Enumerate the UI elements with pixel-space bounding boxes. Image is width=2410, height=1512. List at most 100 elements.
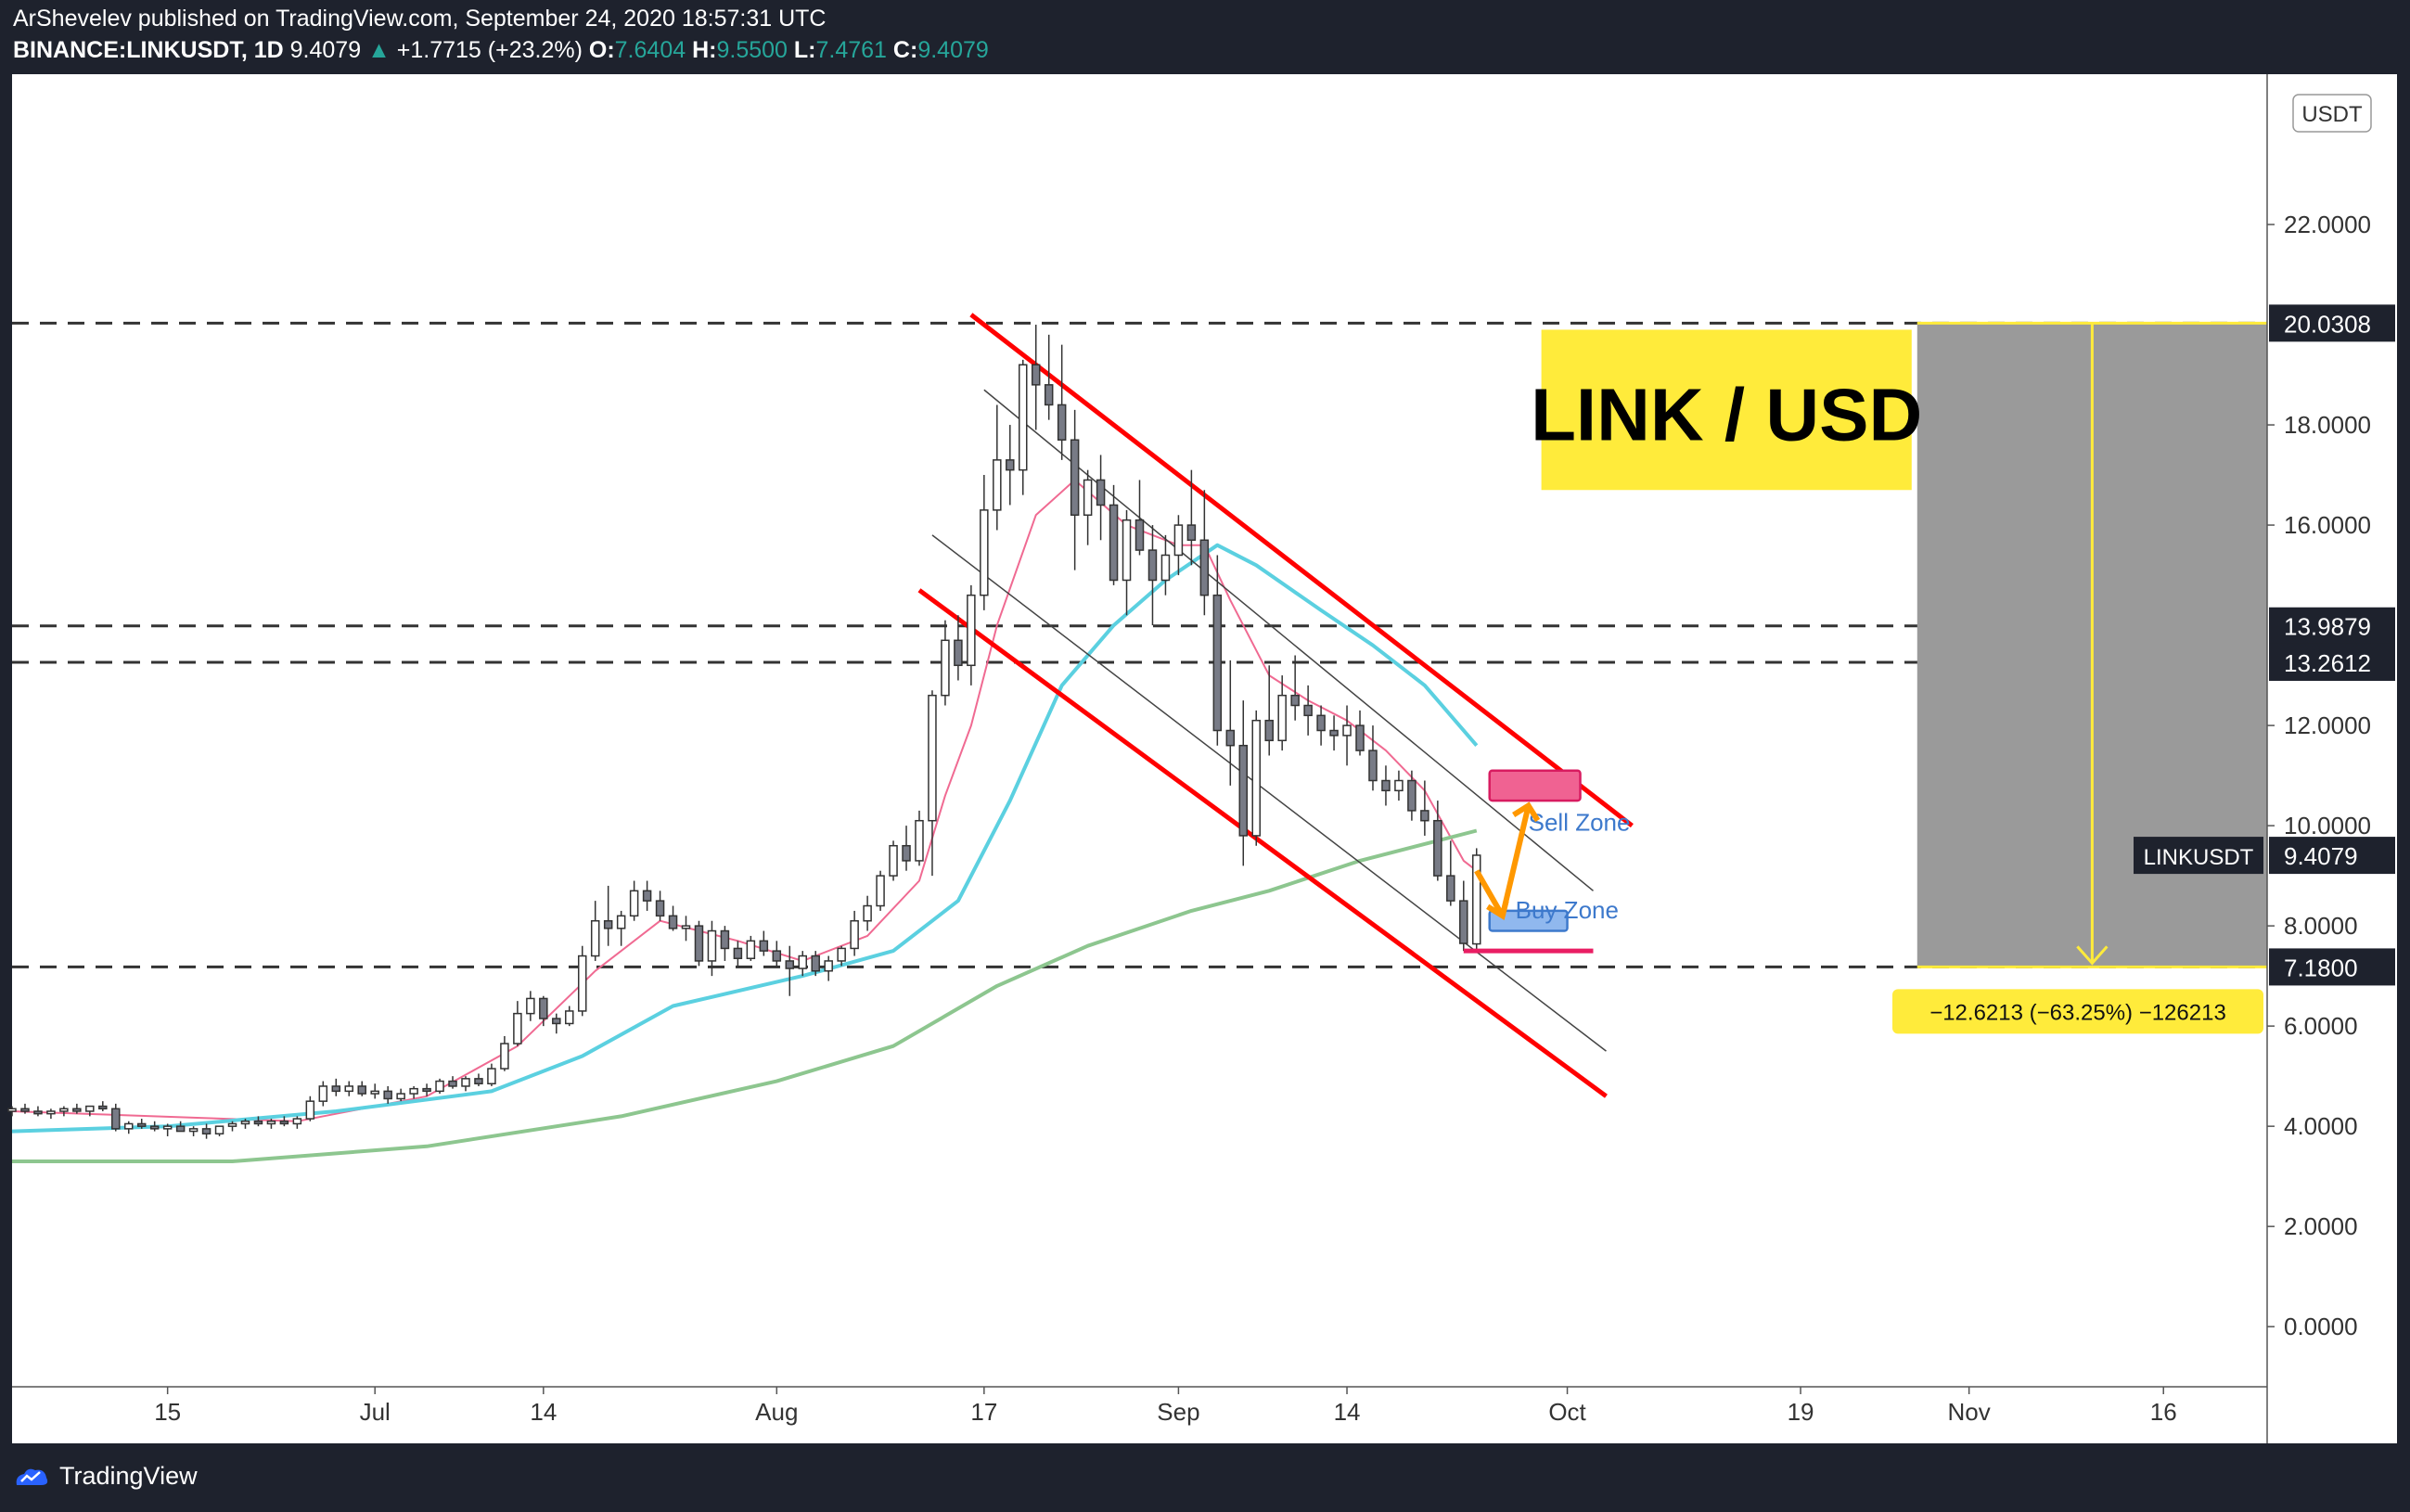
candle [590,901,600,961]
low-value: 7.4761 [815,37,887,63]
title-badge [1541,329,1912,491]
level-price-label: 13.2612 [2284,649,2371,677]
tradingview-logo-icon [16,1468,48,1485]
y-tick-label: 10.0000 [2284,812,2371,839]
candle-body [123,1122,134,1130]
candle-body [1329,729,1339,737]
candle [980,475,989,610]
candle [577,945,587,1017]
candle [811,951,820,977]
candle [1212,555,1223,746]
candle [1355,710,1365,756]
candle-body [552,1018,561,1025]
candle-body [357,1085,366,1095]
price-change: +1.7715 (+23.2%) [396,37,583,63]
candle-body [396,1093,405,1100]
candle-body [876,875,885,907]
buy-zone-label: Buy Zone [1516,896,1619,924]
candle-body [1070,439,1080,517]
candle-body [448,1080,457,1087]
candle [1459,880,1468,952]
candle [227,1121,237,1132]
price-axis[interactable] [2267,74,2397,1443]
candle-body [837,947,846,962]
candle-body [383,1090,392,1100]
candle-body [1109,504,1119,582]
candle-body [240,1121,250,1125]
candle [733,941,743,967]
candle [1316,705,1326,746]
candle [318,1081,328,1107]
candle [123,1121,134,1134]
candle [1006,425,1015,506]
candle-body [1083,479,1093,517]
candle-body [1173,524,1184,557]
candle-body [928,694,937,822]
candle-body [266,1121,276,1125]
candle-body [201,1128,212,1135]
symbol-name[interactable]: BINANCE:LINKUSDT, 1D [13,37,284,63]
candle [188,1126,199,1136]
candle [993,404,1002,531]
candle-body [824,960,833,972]
candle [798,951,807,977]
candle-body [331,1085,341,1093]
channel-mid-upper-line [983,389,1594,891]
candle-body [526,997,535,1015]
candle-body [1044,384,1054,406]
candle [1394,770,1404,801]
x-tick-label: Nov [1948,1398,1991,1426]
ema-line [11,543,1479,1134]
candle [292,1116,302,1129]
candle [526,991,535,1021]
candle-body [759,940,769,952]
candle [941,620,950,706]
candle-body [539,997,548,1019]
y-tick-label: 8.0000 [2284,912,2358,940]
candle [72,1103,82,1114]
candle [707,920,717,977]
candle [59,1106,69,1117]
candle-body [1147,549,1158,582]
candle [240,1119,250,1129]
candle [98,1101,108,1111]
ema-line [12,828,1478,1163]
candle [357,1081,366,1096]
candle-body [1186,524,1197,542]
symbol-tag [2134,837,2263,875]
candle [863,895,872,931]
low-label: L: [793,37,816,63]
candle-body [7,1108,17,1112]
candle [422,1083,431,1096]
candle [539,995,548,1027]
candle [552,1013,561,1034]
candle-body [175,1125,186,1133]
candle [1420,780,1429,836]
candle-body [967,594,976,667]
candle [162,1123,173,1136]
candle [20,1103,30,1114]
candle-body [162,1125,173,1130]
candle [1109,484,1119,585]
y-tick-label: 18.0000 [2284,411,2371,439]
candle [1277,675,1287,751]
candle-body [616,915,626,929]
sell-zone-box [1488,769,1582,802]
candle [214,1125,224,1136]
candle [435,1078,444,1095]
candle [344,1081,354,1096]
candle [1186,469,1197,566]
candle-body [500,1043,509,1070]
time-axis: 15 Jul 14 Aug 17 Sep 14 Oct 19 Nov 16 [12,1386,2267,1443]
candle-body [1355,724,1365,751]
candle [759,930,769,956]
measure-arrow-head-icon [2076,945,2109,966]
candle [876,870,885,911]
candle-body [214,1125,224,1135]
plot-area[interactable] [12,74,2267,1443]
candle [1251,710,1261,846]
candle-body [811,955,820,972]
level-price-tag [2269,304,2395,342]
candle [824,955,833,981]
candle [370,1083,379,1099]
